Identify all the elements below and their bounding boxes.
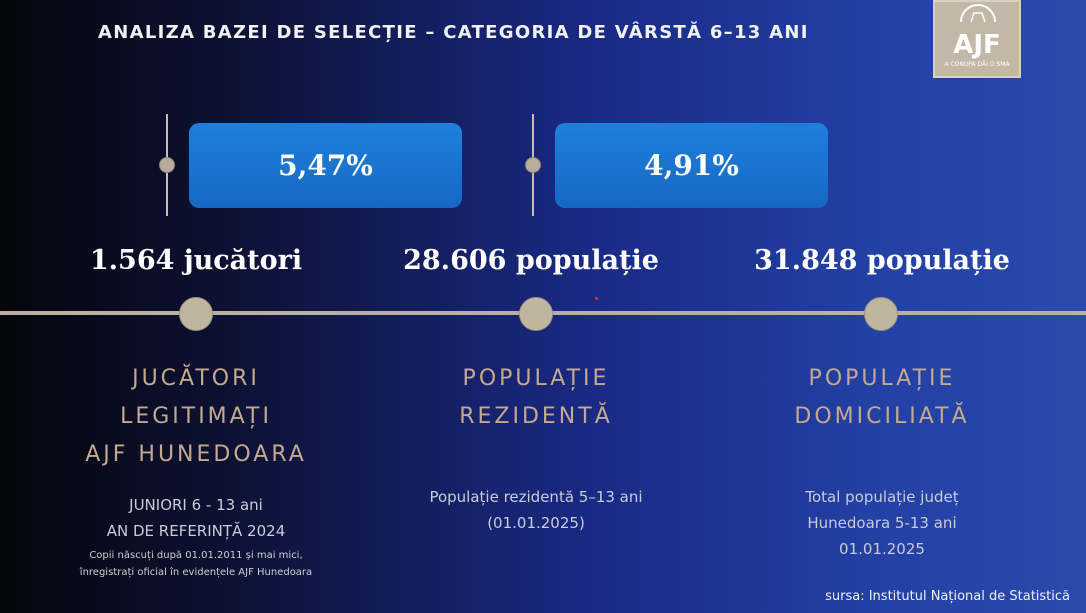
domiciled-population-count: 31.848 populație (754, 245, 1010, 276)
timeline-node-1 (179, 297, 213, 331)
connector-knob-2 (525, 157, 541, 173)
description-line: AN DE REFERINȚĂ 2024 (106, 522, 286, 540)
note-line: Copii născuți după 01.01.2011 și mai mic… (89, 550, 303, 561)
category-line: LEGITIMAȚI (120, 404, 272, 429)
category-line: JUCĂTORI (132, 366, 260, 391)
description-line: JUNIORI 6 - 13 ani (129, 496, 263, 514)
percentage-box-2: 4,91% (555, 123, 828, 208)
category-players: JUCĂTORI LEGITIMAȚI AJF HUNEDOARA (46, 360, 346, 474)
category-domiciled: POPULAȚIE DOMICILIATĂ (732, 360, 1032, 436)
connector-knob-1 (159, 157, 175, 173)
category-line: POPULAȚIE (808, 366, 956, 391)
red-dot (595, 297, 598, 300)
description-line: Hunedoara 5-13 ani (807, 514, 957, 532)
description-players: JUNIORI 6 - 13 ani AN DE REFERINȚĂ 2024 (46, 492, 346, 544)
category-line: AJF HUNEDOARA (85, 442, 307, 467)
description-line: (01.01.2025) (487, 514, 585, 532)
logo-text: AJF (953, 30, 1001, 60)
description-resident: Populație rezidentă 5–13 ani (01.01.2025… (386, 484, 686, 536)
percentage-box-1: 5,47% (189, 123, 462, 208)
page-title: ANALIZA BAZEI DE SELECȚIE – CATEGORIA DE… (98, 22, 809, 43)
description-line: 01.01.2025 (839, 540, 925, 558)
players-count: 1.564 jucători (89, 245, 303, 276)
timeline-node-3 (864, 297, 898, 331)
resident-population-count: 28.606 populație (403, 245, 659, 276)
note-players: Copii născuți după 01.01.2011 și mai mic… (46, 547, 346, 581)
ajf-logo: AJF A CONUPA DĂI O SMA (933, 0, 1021, 78)
timeline-node-2 (519, 297, 553, 331)
source-credit: sursa: Institutul Național de Statistică (825, 589, 1070, 604)
category-line: REZIDENTĂ (459, 404, 613, 429)
description-line: Populație rezidentă 5–13 ani (429, 488, 643, 506)
logo-slogan: A CONUPA DĂI O SMA (944, 61, 1010, 68)
category-resident: POPULAȚIE REZIDENTĂ (386, 360, 686, 436)
category-line: DOMICILIATĂ (794, 404, 970, 429)
description-domiciled: Total populație județ Hunedoara 5-13 ani… (732, 484, 1032, 562)
football-icon (960, 4, 996, 22)
note-line: înregistrați oficial în evidențele AJF H… (79, 567, 313, 578)
category-line: POPULAȚIE (462, 366, 610, 391)
description-line: Total populație județ (805, 488, 959, 506)
